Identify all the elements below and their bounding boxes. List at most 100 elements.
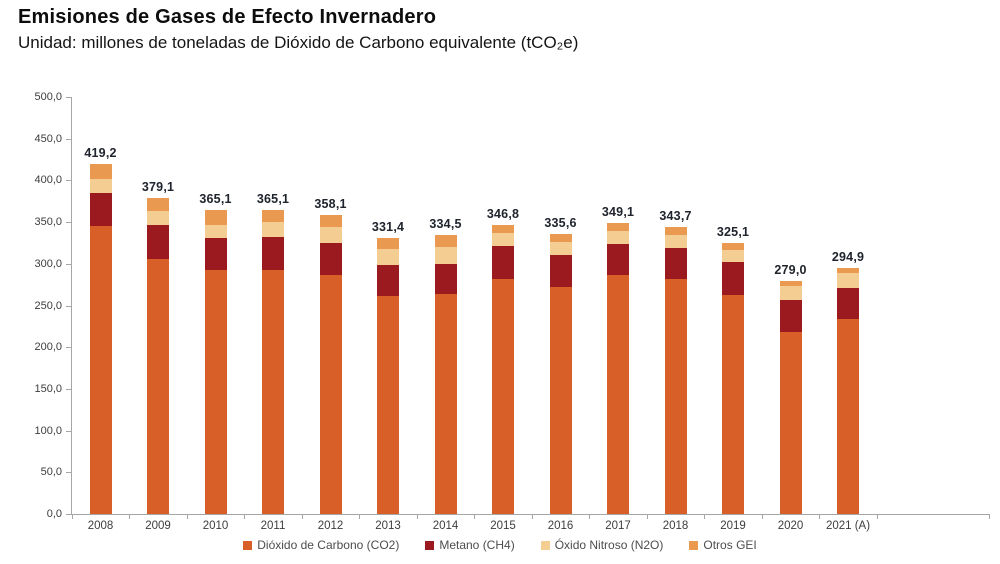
bar-segment-ch4	[722, 262, 744, 295]
x-tick-label: 2015	[490, 520, 516, 532]
bar-segment-otros-gei	[434, 235, 457, 248]
y-tick	[66, 514, 71, 515]
y-tick-label: 500,0	[34, 91, 62, 103]
x-tick-label: 2020	[777, 520, 804, 532]
x-tick-label: 2019	[720, 520, 746, 532]
legend-label-ch4: Metano (CH4)	[439, 538, 515, 552]
bar-segment-n2o	[837, 272, 859, 288]
legend-item-co2: Dióxido de Carbono (CO2)	[243, 538, 399, 552]
bar-segment-co2	[549, 287, 572, 514]
x-tick	[416, 515, 418, 519]
x-tick-label: 2012	[317, 520, 344, 532]
y-tick-label: 400,0	[34, 174, 62, 187]
bar-segment-n2o	[89, 178, 112, 193]
x-tick-label: 2021 (A)	[825, 520, 871, 532]
y-tick	[66, 138, 71, 140]
x-tick	[129, 515, 131, 519]
bar-total-label: 349,1	[601, 204, 635, 219]
x-tick-label: 2011	[260, 520, 286, 532]
legend-item-ch4: Metano (CH4)	[425, 538, 515, 552]
x-tick-label: 2008	[87, 520, 114, 532]
bar-segment-otros-gei	[607, 222, 629, 232]
x-tick	[474, 515, 476, 519]
y-tick	[66, 430, 71, 432]
bar-segment-otros-gei	[89, 164, 112, 179]
bar-total-label: 365,1	[256, 191, 290, 206]
x-tick	[589, 515, 591, 519]
bar-segment-otros-gei	[262, 209, 284, 223]
bar-segment-ch4	[664, 247, 687, 279]
bar-segment-n2o	[204, 224, 227, 238]
x-tick	[301, 515, 303, 519]
bar-segment-otros-gei	[722, 242, 744, 251]
x-tick-label: 2009	[145, 520, 171, 532]
bar-segment-ch4	[492, 246, 514, 279]
x-tick	[876, 515, 878, 519]
bar-segment-ch4	[607, 243, 629, 276]
chart-title: Emisiones de Gases de Efecto Invernadero	[18, 6, 437, 28]
bar-total-label: 334,5	[429, 217, 462, 232]
bar-segment-n2o	[434, 247, 457, 264]
x-tick	[71, 515, 73, 519]
y-tick	[66, 388, 71, 390]
chart-legend: Dióxido de Carbono (CO2) Metano (CH4) Óxid…	[0, 538, 1000, 552]
bar-segment-co2	[607, 275, 629, 514]
y-tick-label: 50,0	[40, 466, 62, 479]
bar-segment-n2o	[607, 231, 629, 244]
bar-segment-ch4	[434, 263, 457, 294]
bar-segment-n2o	[779, 286, 802, 300]
x-tick	[186, 515, 188, 519]
bar-segment-co2	[204, 270, 227, 514]
bar-segment-ch4	[89, 192, 112, 227]
legend-swatch-otros-gei	[689, 540, 699, 550]
bar-segment-otros-gei	[837, 268, 859, 273]
legend-item-n2o: Óxido Nitroso (N2O)	[540, 538, 664, 552]
bar-total-label: 346,8	[486, 206, 520, 221]
bar-total-label: 358,1	[314, 197, 347, 212]
y-tick-label: 200,0	[34, 341, 62, 354]
bar-segment-n2o	[319, 227, 342, 243]
bar-total-label: 379,1	[141, 179, 175, 194]
legend-label-co2: Dióxido de Carbono (CO2)	[257, 538, 400, 552]
bar-segment-co2	[492, 278, 514, 514]
legend-swatch-co2	[243, 540, 253, 550]
bar-segment-ch4	[147, 224, 169, 259]
x-tick	[531, 515, 533, 519]
legend-label-n2o: Óxido Nitroso (N2O)	[554, 538, 664, 552]
bar-segment-n2o	[262, 222, 284, 238]
bar-segment-co2	[837, 318, 859, 514]
bar-segment-otros-gei	[549, 234, 572, 243]
bar-segment-n2o	[377, 248, 399, 266]
bar-total-label: 343,7	[659, 209, 692, 224]
y-tick-label: 0,0	[46, 508, 62, 520]
bar-segment-otros-gei	[319, 215, 342, 228]
bar-segment-n2o	[549, 242, 572, 256]
y-tick	[66, 305, 71, 307]
y-tick-label: 450,0	[34, 132, 62, 145]
y-tick-label: 350,0	[34, 216, 62, 229]
y-tick	[66, 97, 71, 98]
bar-segment-otros-gei	[779, 281, 802, 287]
x-tick	[244, 515, 246, 519]
bar-segment-ch4	[779, 299, 802, 333]
y-tick-label: 250,0	[34, 299, 62, 312]
bar-total-label: 365,1	[199, 191, 232, 206]
y-tick	[66, 263, 71, 265]
y-tick-label: 300,0	[34, 257, 62, 270]
x-tick-label: 2018	[662, 520, 689, 532]
x-tick-label: 2010	[202, 520, 229, 532]
bar-total-label: 331,4	[371, 219, 405, 234]
x-axis-end-tick	[989, 515, 990, 519]
bar-segment-co2	[434, 293, 457, 514]
bar-segment-co2	[664, 278, 687, 514]
bar-segment-n2o	[664, 235, 687, 248]
legend-item-otros-gei: Otros GEI	[689, 538, 757, 552]
bar-segment-n2o	[492, 232, 514, 247]
bar-segment-otros-gei	[492, 224, 514, 233]
x-tick	[359, 515, 361, 519]
bar-total-label: 279,0	[774, 263, 807, 278]
bar-segment-co2	[779, 332, 802, 514]
legend-label-otros-gei: Otros GEI	[703, 538, 757, 552]
